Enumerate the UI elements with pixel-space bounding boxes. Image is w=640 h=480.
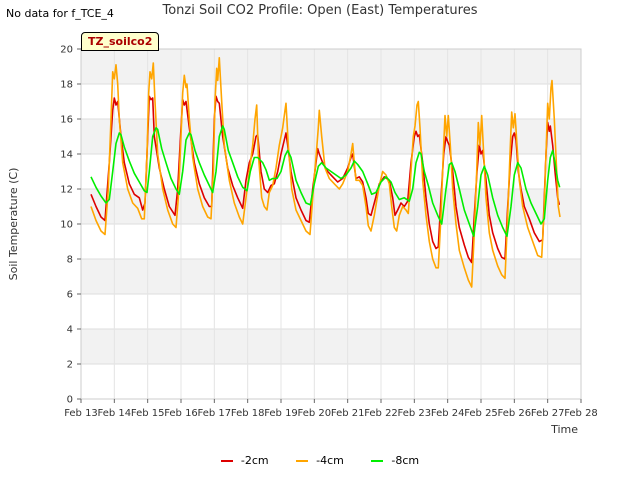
y-tick-label: 4 [67,325,73,336]
y-tick-label: 16 [60,115,73,126]
x-axis-ticks: Feb 13 Feb 14 Feb 15 Feb 16 Feb 17 Feb 18 Feb … [64,399,598,419]
y-tick-label: 12 [60,185,73,196]
y-axis-label: Soil Temperature (C) [7,168,20,281]
legend-label-2cm: -2cm [240,454,269,467]
chart-title: Tonzi Soil CO2 Profile: Open (East) Temp… [162,3,478,18]
x-tick-label: Feb 17 [198,408,232,419]
series-line-minus4cm [90,57,561,288]
x-tick-label: Feb 28 [564,408,598,419]
legend: -2cm -4cm -8cm [0,454,640,467]
x-tick-label: Feb 18 [231,408,265,419]
band-14-16 [81,119,581,154]
y-tick-label: 10 [60,220,73,231]
legend-label-8cm: -8cm [391,454,420,467]
x-tick-label: Feb 20 [298,408,332,419]
x-tick-label: Feb 24 [431,408,465,419]
legend-swatch-2cm [220,460,233,462]
legend-swatch-4cm [296,460,309,462]
x-tick-label: Feb 15 [131,408,165,419]
y-tick-label: 20 [60,45,73,56]
x-tick-label: Feb 16 [164,408,198,419]
legend-label-4cm: -4cm [316,454,344,467]
series-lines [90,57,561,288]
no-data-note: No data for f_TCE_4 [6,7,114,20]
x-tick-label: Feb 22 [364,408,398,419]
legend-item-2cm[interactable]: -2cm [220,454,269,467]
series-line-minus2cm [90,95,561,264]
legend-item-8cm[interactable]: -8cm [371,454,419,467]
site-badge: TZ_soilco2 [81,32,160,51]
band-10-12 [81,189,581,224]
y-tick-label: 18 [60,80,73,91]
band-18-20 [81,49,581,84]
x-axis-label: Time [550,423,578,436]
x-tick-label: Feb 14 [98,408,132,419]
x-tick-label: Feb 21 [331,408,365,419]
x-tick-label: Feb 25 [464,408,498,419]
x-tick-label: Feb 27 [531,408,565,419]
y-tick-label: 14 [60,150,73,161]
y-tick-label: 2 [67,360,73,371]
x-tick-label: Feb 13 [64,408,98,419]
x-tick-label: Feb 23 [398,408,432,419]
legend-swatch-8cm [371,460,384,462]
x-tick-label: Feb 19 [264,408,298,419]
series-line-minus8cm [90,125,561,238]
y-tick-label: 8 [67,255,73,266]
legend-item-4cm[interactable]: -4cm [296,454,344,467]
x-tick-label: Feb 26 [498,408,532,419]
y-axis-ticks: 0 2 4 6 8 10 12 14 16 18 20 [60,45,81,406]
y-tick-label: 6 [67,290,73,301]
y-tick-label: 0 [67,395,73,406]
band-2-4 [81,329,581,364]
